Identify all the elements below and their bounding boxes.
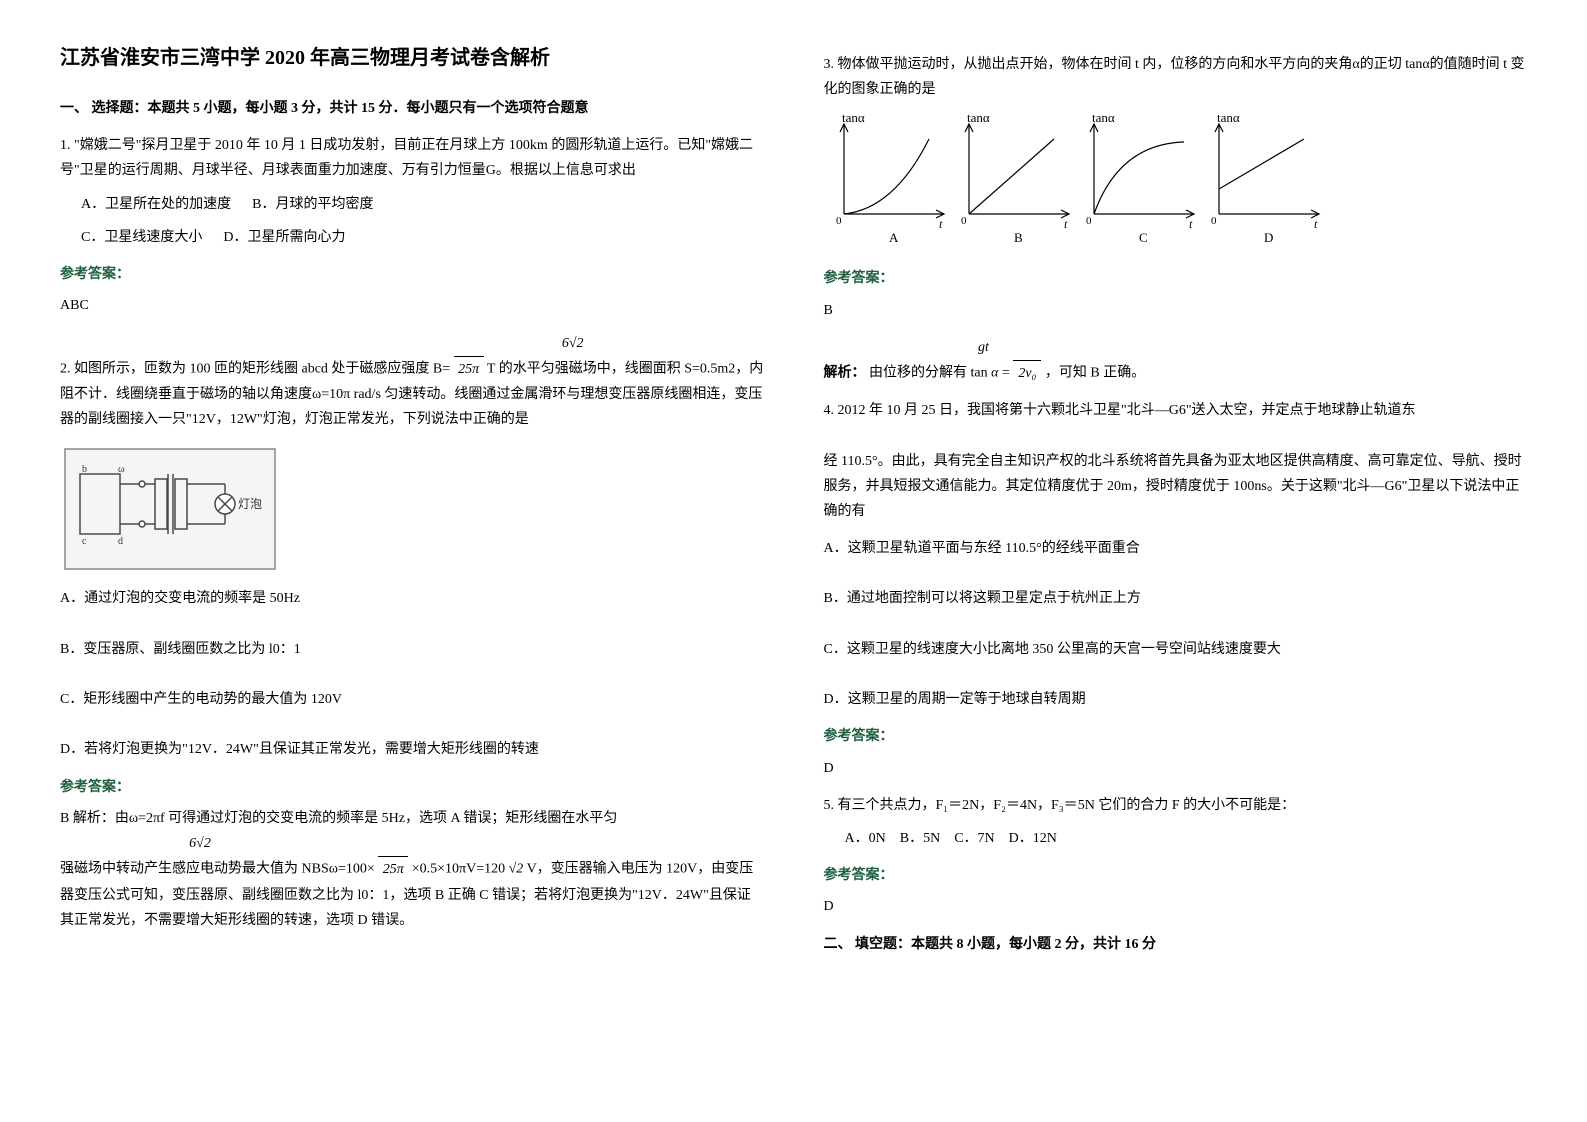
- q2-ans-frac-bot: 25π: [383, 862, 404, 877]
- section-2-head: 二、 填空题：本题共 8 小题，每小题 2 分，共计 16 分: [824, 932, 1528, 957]
- q1-opt-d: D．卫星所需向心力: [223, 230, 345, 245]
- question-3: 3. 物体做平抛运动时，从抛出点开始，物体在时间 t 内，位移的方向和水平方向的…: [824, 52, 1528, 102]
- question-2: 6√2 2. 如图所示，匝数为 100 匝的矩形线圈 abcd 处于磁感应强度 …: [60, 330, 764, 432]
- q3-explain-mid: 由位移的分解有 tan: [869, 365, 988, 380]
- question-1: 1. "嫦娥二号"探月卫星于 2010 年 10 月 1 日成功发射，目前正在月…: [60, 133, 764, 250]
- svg-text:d: d: [118, 536, 123, 547]
- q3-explain-post: ，可知 B 正确。: [1045, 365, 1145, 380]
- q2-ans-pre: B 解析：由ω=2πf 可得通过灯泡的交变电流的频率是 5Hz，选项 A 错误；…: [60, 811, 617, 826]
- q3-explain: gt 解析： 由位移的分解有 tan α = 2v₀ ，可知 B 正确。: [824, 335, 1528, 386]
- svg-text:0: 0: [1086, 215, 1092, 227]
- q2-ans-frac-top: 6√2: [189, 831, 211, 856]
- q2-opt-c: C．矩形线圈中产生的电动势的最大值为 120V: [60, 687, 764, 712]
- svg-text:c: c: [82, 536, 87, 547]
- q5-stem: 5. 有三个共点力，F₁＝2N，F₂＝4N，F₃＝5N 它们的合力 F 的大小不…: [824, 793, 1528, 818]
- q3-frac-bot: 2v₀: [1018, 366, 1036, 381]
- svg-text:D: D: [1264, 230, 1273, 245]
- svg-text:C: C: [1139, 230, 1148, 245]
- q4-opt-d: D．这颗卫星的周期一定等于地球自转周期: [824, 687, 1528, 712]
- q4-opt-a: A．这颗卫星轨道平面与东经 110.5°的经线平面重合: [824, 536, 1528, 561]
- q2-ans-mid2: ×0.5×10πV=120: [412, 862, 505, 877]
- q2-opt-d: D．若将灯泡更换为"12V．24W"且保证其正常发光，需要增大矩形线圈的转速: [60, 737, 764, 762]
- q3-eq: =: [1002, 365, 1010, 380]
- q4-stem1: 4. 2012 年 10 月 25 日，我国将第十六颗北斗卫星"北斗—G6"送入…: [824, 398, 1528, 423]
- q3-answer: B: [824, 298, 1528, 323]
- q2-frac-bot: 25π: [458, 362, 479, 377]
- q3-stem: 3. 物体做平抛运动时，从抛出点开始，物体在时间 t 内，位移的方向和水平方向的…: [824, 52, 1528, 102]
- svg-text:灯泡: 灯泡: [238, 497, 262, 511]
- q5-opt-a: A．0N: [845, 831, 886, 846]
- svg-text:t: t: [939, 217, 943, 231]
- q5-answer: D: [824, 894, 1528, 919]
- q2-answer: B 解析：由ω=2πf 可得通过灯泡的交变电流的频率是 5Hz，选项 A 错误；…: [60, 806, 764, 933]
- q4-answer-head: 参考答案：: [824, 724, 1528, 749]
- q1-opt-c: C．卫星线速度大小: [81, 230, 202, 245]
- svg-text:b: b: [82, 464, 87, 475]
- section-1-head: 一、 选择题：本题共 5 小题，每小题 3 分，共计 15 分．每小题只有一个选…: [60, 96, 764, 121]
- q2-opt-a: A．通过灯泡的交变电流的频率是 50Hz: [60, 586, 764, 611]
- question-5: 5. 有三个共点力，F₁＝2N，F₂＝4N，F₃＝5N 它们的合力 F 的大小不…: [824, 793, 1528, 851]
- svg-text:t: t: [1189, 217, 1193, 231]
- svg-text:0: 0: [1211, 215, 1217, 227]
- q5-answer-head: 参考答案：: [824, 863, 1528, 888]
- q4-answer: D: [824, 756, 1528, 781]
- svg-text:tanα: tanα: [842, 114, 865, 125]
- q4-stem2: 经 110.5°。由此，具有完全自主知识产权的北斗系统将首先具备为亚太地区提供高…: [824, 449, 1528, 525]
- q2-ans-sqrt2: √2: [509, 862, 524, 877]
- q3-frac-top: gt: [978, 340, 989, 355]
- q1-opt-b: B．月球的平均密度: [252, 197, 373, 212]
- svg-text:ω: ω: [118, 464, 125, 475]
- q2-ans-mid1: 强磁场中转动产生感应电动势最大值为 NBSω=100×: [60, 862, 375, 877]
- q3-alpha: α: [991, 365, 998, 380]
- q2-stem-pre: 2. 如图所示，匝数为 100 匝的矩形线圈 abcd 处于磁感应强度 B=: [60, 361, 450, 376]
- q3-explain-pre: 解析：: [824, 365, 866, 380]
- q2-answer-head: 参考答案：: [60, 775, 764, 800]
- q1-opt-a: A．卫星所在处的加速度: [81, 197, 231, 212]
- svg-text:t: t: [1064, 217, 1068, 231]
- page-title: 江苏省淮安市三湾中学 2020 年高三物理月考试卷含解析: [60, 40, 764, 76]
- question-4: 4. 2012 年 10 月 25 日，我国将第十六颗北斗卫星"北斗—G6"送入…: [824, 398, 1528, 524]
- svg-text:tanα: tanα: [967, 114, 990, 125]
- q2-frac-top: 6√2: [562, 331, 584, 356]
- q5-opt-d: D．12N: [1009, 831, 1057, 846]
- q1-answer: ABC: [60, 293, 764, 318]
- q4-opt-b: B．通过地面控制可以将这颗卫星定点于杭州正上方: [824, 586, 1528, 611]
- q1-stem: 1. "嫦娥二号"探月卫星于 2010 年 10 月 1 日成功发射，目前正在月…: [60, 133, 764, 183]
- q5-opt-c: C．7N: [954, 831, 994, 846]
- q3-answer-head: 参考答案：: [824, 266, 1528, 291]
- q4-opt-c: C．这颗卫星的线速度大小比离地 350 公里高的天宫一号空间站线速度要大: [824, 637, 1528, 662]
- svg-text:A: A: [889, 230, 899, 245]
- svg-text:0: 0: [836, 215, 842, 227]
- svg-text:B: B: [1014, 230, 1023, 245]
- svg-text:tanα: tanα: [1092, 114, 1115, 125]
- svg-text:t: t: [1314, 217, 1318, 231]
- svg-text:0: 0: [961, 215, 967, 227]
- q3-figure: tanα t 0 A tanα t 0: [824, 114, 1528, 254]
- q2-figure: b ω c d: [60, 444, 764, 574]
- q2-opt-b: B．变压器原、副线圈匝数之比为 l0：1: [60, 637, 764, 662]
- svg-text:tanα: tanα: [1217, 114, 1240, 125]
- q5-opt-b: B．5N: [900, 831, 940, 846]
- q1-answer-head: 参考答案：: [60, 262, 764, 287]
